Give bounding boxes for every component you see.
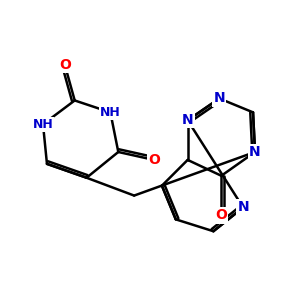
Text: O: O bbox=[59, 58, 71, 72]
Text: O: O bbox=[148, 153, 160, 167]
Text: N: N bbox=[214, 92, 225, 106]
Text: NH: NH bbox=[33, 118, 53, 131]
Text: N: N bbox=[237, 200, 249, 214]
Text: N: N bbox=[182, 113, 194, 127]
Text: NH: NH bbox=[100, 106, 121, 119]
Text: O: O bbox=[215, 208, 227, 222]
Text: N: N bbox=[249, 145, 261, 159]
